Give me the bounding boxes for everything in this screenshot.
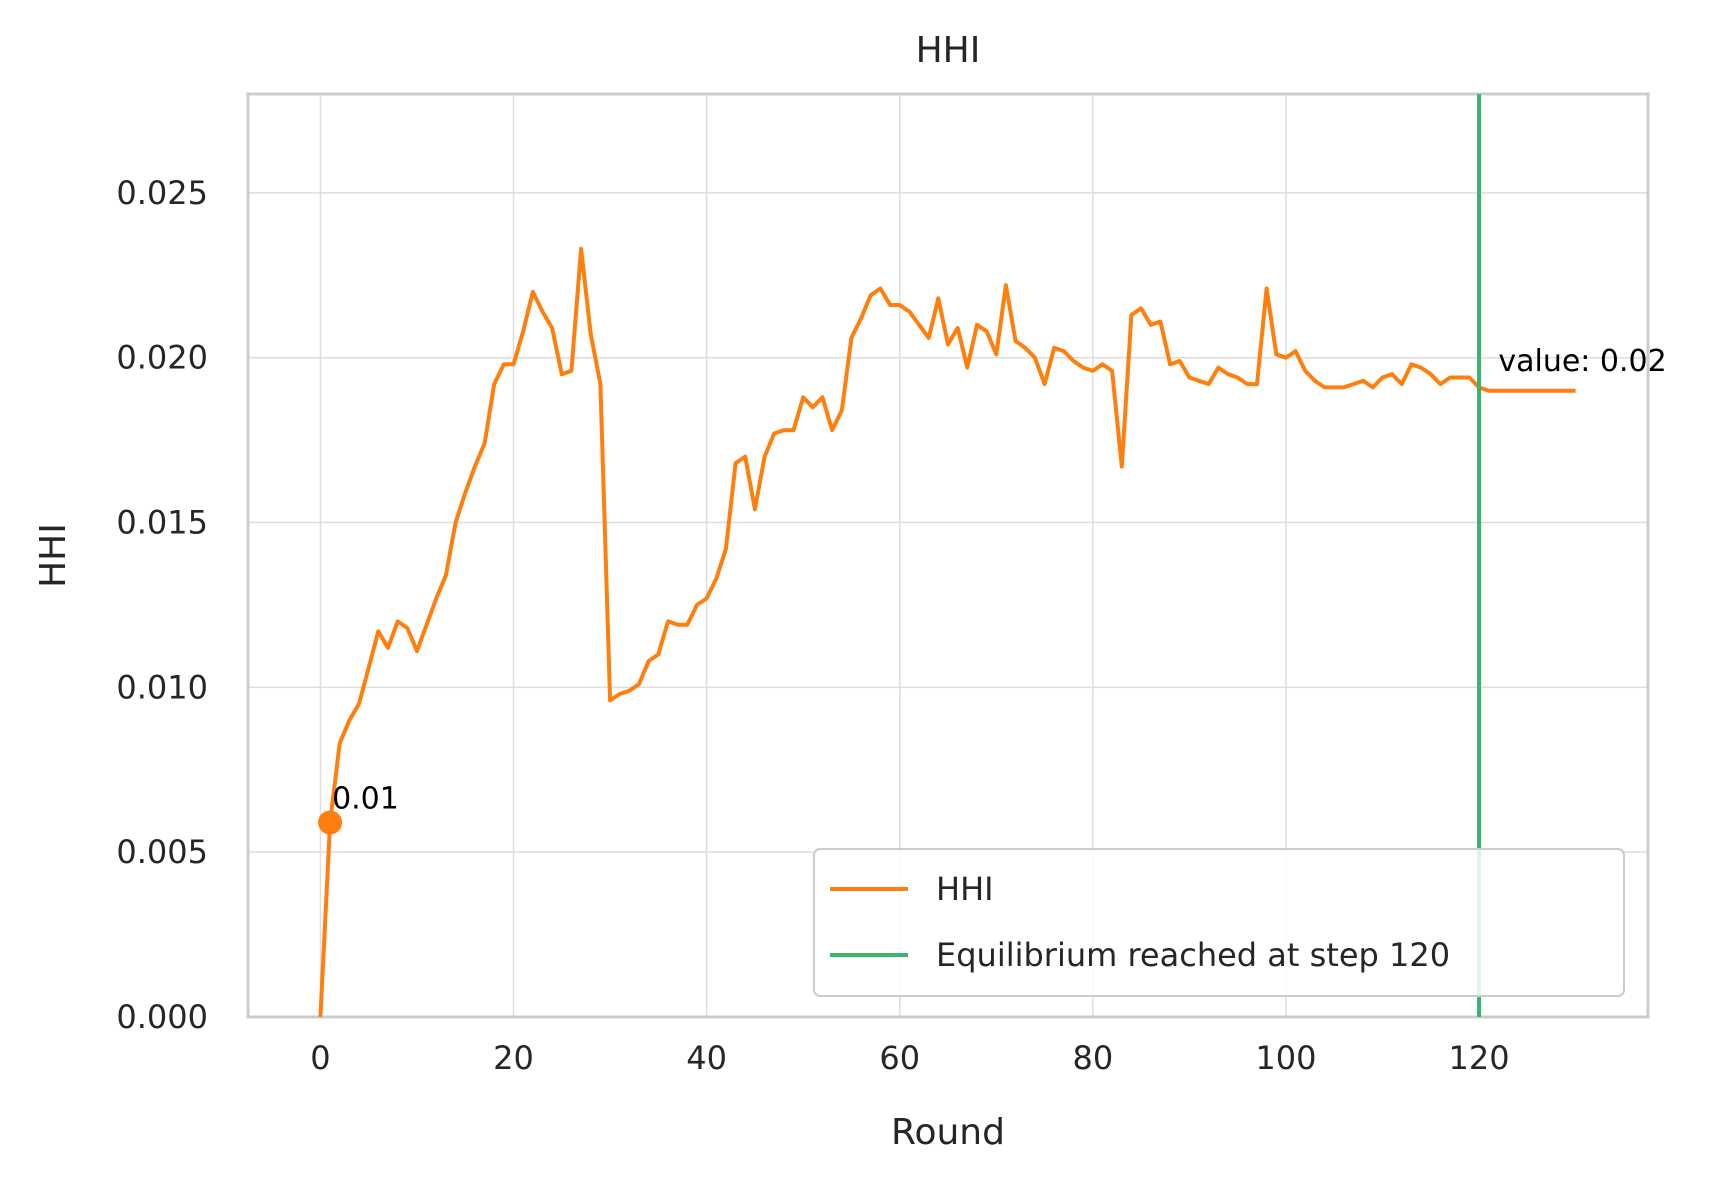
- y-tick-label: 0.025: [116, 174, 208, 212]
- ticks: 0 20 40 60 80 100 120 0.000 0.005 0.010 0.015 0.020…: [116, 174, 1509, 1077]
- hhi-series-line: [318, 246, 1576, 1018]
- x-tick-label: 100: [1255, 1039, 1316, 1077]
- y-tick-label: 0.005: [116, 833, 208, 871]
- chart-title: HHI: [916, 30, 981, 71]
- x-tick-label: 0: [310, 1039, 330, 1077]
- legend-box: [813, 848, 1625, 997]
- x-axis-label: Round: [891, 1112, 1005, 1153]
- y-tick-label: 0.020: [116, 339, 208, 377]
- x-tick-label: 60: [879, 1039, 920, 1077]
- y-tick-label: 0.000: [116, 998, 208, 1036]
- legend-label: HHI: [936, 870, 994, 908]
- legend-label: Equilibrium reached at step 120: [936, 936, 1450, 974]
- x-tick-label: 20: [493, 1039, 534, 1077]
- x-tick-label: 80: [1072, 1039, 1113, 1077]
- start-marker: [318, 810, 343, 835]
- marker-label: 0.01: [332, 782, 399, 817]
- plot-area-frame: [246, 92, 1650, 1019]
- x-tick-label: 40: [686, 1039, 727, 1077]
- legend: HHI Equilibrium reached at step 120: [813, 848, 1625, 997]
- y-tick-label: 0.010: [116, 668, 208, 706]
- value-annotation: value: 0.02: [1498, 344, 1666, 379]
- y-axis-label: HHI: [33, 523, 74, 588]
- y-tick-label: 0.015: [116, 504, 208, 542]
- x-tick-label: 120: [1448, 1039, 1509, 1077]
